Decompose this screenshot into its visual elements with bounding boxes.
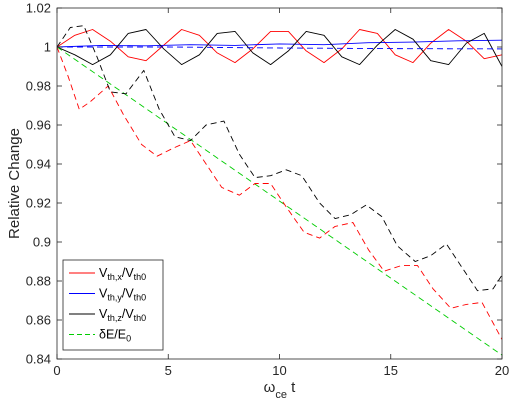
x-axis-label-subscript: ce [275,389,287,401]
legend-subscript: th0 [134,272,147,282]
legend-label-de-dashed: δE/E0 [99,328,131,344]
legend-subscript: th,z [107,313,122,323]
legend-label-vz-solid: Vth,z/Vth0 [99,307,146,323]
y-tick-label: 1.02 [26,1,51,16]
x-tick-label: 10 [272,363,286,378]
legend-text-part: V [99,266,108,280]
legend-text-part: δE/E [99,328,126,342]
y-tick-label: 0.84 [26,352,51,367]
legend-label-vy-solid: Vth,y/Vth0 [99,287,146,303]
y-tick-label: 1 [44,40,51,55]
y-tick-label: 0.88 [26,274,51,289]
series-line-vy-solid [57,39,502,48]
y-tick-label: 0.92 [26,196,51,211]
series-line-vx-solid [57,29,502,64]
legend-label-vx-solid: Vth,x/Vth0 [99,266,146,282]
y-tick-label: 0.98 [26,79,51,94]
legend-text-part: /V [122,307,134,321]
axis-ticks: 0 5 10 15 200.840.860.880.90.920.940.960.981… [26,1,510,379]
legend-text-part: /V [122,266,134,280]
y-tick-label: 0.86 [26,313,51,328]
legend-text-part: V [99,307,108,321]
y-tick-label: 0.9 [33,235,51,250]
legend-subscript: th,y [107,293,122,303]
x-tick-label: 20 [495,363,509,378]
x-axis-label-symbol: ω [264,379,276,396]
series-line-vy-dashed [57,46,502,50]
x-tick-label: 0 [53,363,60,378]
x-tick-label: 15 [384,363,398,378]
x-tick-label: 5 [165,363,172,378]
x-axis-label: ωce t [264,379,297,401]
legend-text-part: /V [122,287,134,301]
y-tick-label: 0.94 [26,157,51,172]
y-axis-label: Relative Change [6,128,23,239]
y-tick-label: 0.96 [26,118,51,133]
legend-subscript: th,x [107,272,122,282]
legend-subscript: th0 [134,293,147,303]
series-line-vz-solid [57,29,502,67]
legend-subscript: 0 [126,334,131,344]
legend-subscript: th0 [134,313,147,323]
series-lines [57,25,502,356]
series-line-de-dashed [57,46,502,356]
series-line-vx-dashed [57,46,502,340]
legend-text-part: V [99,287,108,301]
series-line-vz-dashed [57,25,502,292]
x-axis-label-suffix: t [287,379,296,396]
